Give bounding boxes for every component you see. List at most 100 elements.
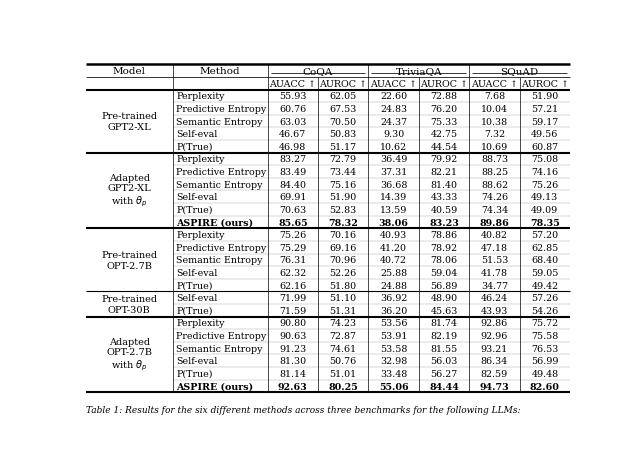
Text: 51.01: 51.01 (330, 369, 357, 378)
Text: 74.16: 74.16 (531, 168, 559, 177)
Text: 42.75: 42.75 (431, 130, 458, 139)
Text: 59.17: 59.17 (531, 118, 559, 126)
Text: 57.20: 57.20 (531, 231, 559, 239)
Text: 24.83: 24.83 (380, 105, 407, 114)
Text: Self-eval: Self-eval (176, 130, 218, 139)
Text: 71.99: 71.99 (279, 294, 307, 303)
Text: Predictive Entropy: Predictive Entropy (176, 105, 266, 114)
Text: 92.96: 92.96 (481, 331, 508, 340)
Text: P(True): P(True) (176, 281, 212, 290)
Text: 49.48: 49.48 (531, 369, 559, 378)
Text: CoQA: CoQA (303, 67, 333, 76)
Text: 48.90: 48.90 (431, 294, 458, 303)
Text: 84.44: 84.44 (429, 382, 459, 391)
Text: P(True): P(True) (176, 369, 212, 378)
Text: 84.40: 84.40 (279, 180, 307, 189)
Text: 78.32: 78.32 (328, 218, 358, 227)
Text: 13.59: 13.59 (380, 206, 407, 215)
Text: 60.87: 60.87 (531, 142, 559, 151)
Text: 73.44: 73.44 (330, 168, 357, 177)
Text: 22.60: 22.60 (380, 92, 407, 101)
Text: 70.63: 70.63 (279, 206, 307, 215)
Text: P(True): P(True) (176, 142, 212, 151)
Text: 47.18: 47.18 (481, 243, 508, 252)
Text: 88.25: 88.25 (481, 168, 508, 177)
Text: 38.06: 38.06 (379, 218, 408, 227)
Text: 75.58: 75.58 (531, 331, 559, 340)
Text: Adapted
OPT-2.7B
with $\theta_p$: Adapted OPT-2.7B with $\theta_p$ (106, 337, 152, 373)
Text: 40.72: 40.72 (380, 256, 407, 265)
Text: 70.96: 70.96 (330, 256, 357, 265)
Text: AUROC ↑: AUROC ↑ (420, 79, 468, 89)
Text: 81.40: 81.40 (431, 180, 458, 189)
Text: 56.03: 56.03 (430, 357, 458, 366)
Text: 88.62: 88.62 (481, 180, 508, 189)
Text: 24.88: 24.88 (380, 281, 407, 290)
Text: 89.86: 89.86 (479, 218, 509, 227)
Text: 94.73: 94.73 (479, 382, 509, 391)
Text: Pre-trained
GPT2-XL: Pre-trained GPT2-XL (101, 112, 157, 131)
Text: Predictive Entropy: Predictive Entropy (176, 331, 266, 340)
Text: 78.06: 78.06 (431, 256, 458, 265)
Text: Self-eval: Self-eval (176, 357, 218, 366)
Text: 80.25: 80.25 (328, 382, 358, 391)
Text: 56.27: 56.27 (431, 369, 458, 378)
Text: 78.86: 78.86 (431, 231, 458, 239)
Text: 82.59: 82.59 (481, 369, 508, 378)
Text: 72.79: 72.79 (330, 155, 357, 164)
Text: Adapted
GPT2-XL
with $\theta_p$: Adapted GPT2-XL with $\theta_p$ (108, 173, 151, 209)
Text: 75.72: 75.72 (531, 319, 559, 328)
Text: 81.30: 81.30 (279, 357, 307, 366)
Text: 76.20: 76.20 (431, 105, 458, 114)
Text: Pre-trained
OPT-30B: Pre-trained OPT-30B (101, 295, 157, 314)
Text: 51.90: 51.90 (330, 193, 357, 202)
Text: 9.30: 9.30 (383, 130, 404, 139)
Text: 55.93: 55.93 (279, 92, 307, 101)
Text: 46.24: 46.24 (481, 294, 508, 303)
Text: 68.40: 68.40 (531, 256, 559, 265)
Text: 70.16: 70.16 (330, 231, 357, 239)
Text: 44.54: 44.54 (431, 142, 458, 151)
Text: 75.08: 75.08 (531, 155, 559, 164)
Text: 41.20: 41.20 (380, 243, 407, 252)
Text: 55.06: 55.06 (379, 382, 408, 391)
Text: 71.59: 71.59 (279, 306, 307, 315)
Text: 36.68: 36.68 (380, 180, 407, 189)
Text: 40.59: 40.59 (431, 206, 458, 215)
Text: 93.21: 93.21 (481, 344, 508, 353)
Text: 81.74: 81.74 (431, 319, 458, 328)
Text: 34.77: 34.77 (481, 281, 508, 290)
Text: 41.78: 41.78 (481, 268, 508, 278)
Text: 69.16: 69.16 (330, 243, 357, 252)
Text: Self-eval: Self-eval (176, 193, 218, 202)
Text: 59.04: 59.04 (431, 268, 458, 278)
Text: 32.98: 32.98 (380, 357, 407, 366)
Text: 75.26: 75.26 (531, 180, 559, 189)
Text: 78.92: 78.92 (431, 243, 458, 252)
Text: 59.05: 59.05 (531, 268, 559, 278)
Text: 81.14: 81.14 (279, 369, 307, 378)
Text: 49.09: 49.09 (531, 206, 559, 215)
Text: AUACC ↑: AUACC ↑ (471, 79, 518, 89)
Text: 52.26: 52.26 (330, 268, 357, 278)
Text: ASPIRE (ours): ASPIRE (ours) (176, 218, 253, 227)
Text: Self-eval: Self-eval (176, 294, 218, 303)
Text: Predictive Entropy: Predictive Entropy (176, 243, 266, 252)
Text: Model: Model (113, 67, 146, 76)
Text: ASPIRE (ours): ASPIRE (ours) (176, 382, 253, 391)
Text: 75.33: 75.33 (430, 118, 458, 126)
Text: 75.26: 75.26 (279, 231, 307, 239)
Text: 78.35: 78.35 (530, 218, 560, 227)
Text: 76.31: 76.31 (279, 256, 307, 265)
Text: 54.26: 54.26 (531, 306, 559, 315)
Text: P(True): P(True) (176, 306, 212, 315)
Text: Perplexity: Perplexity (176, 231, 225, 239)
Text: 83.23: 83.23 (429, 218, 459, 227)
Text: 75.29: 75.29 (279, 243, 307, 252)
Text: SQuAD: SQuAD (500, 67, 539, 76)
Text: 36.49: 36.49 (380, 155, 407, 164)
Text: 72.88: 72.88 (431, 92, 458, 101)
Text: Table 1: Results for the six different methods across three benchmarks for the f: Table 1: Results for the six different m… (86, 405, 520, 414)
Text: 51.17: 51.17 (330, 142, 357, 151)
Text: 36.20: 36.20 (380, 306, 407, 315)
